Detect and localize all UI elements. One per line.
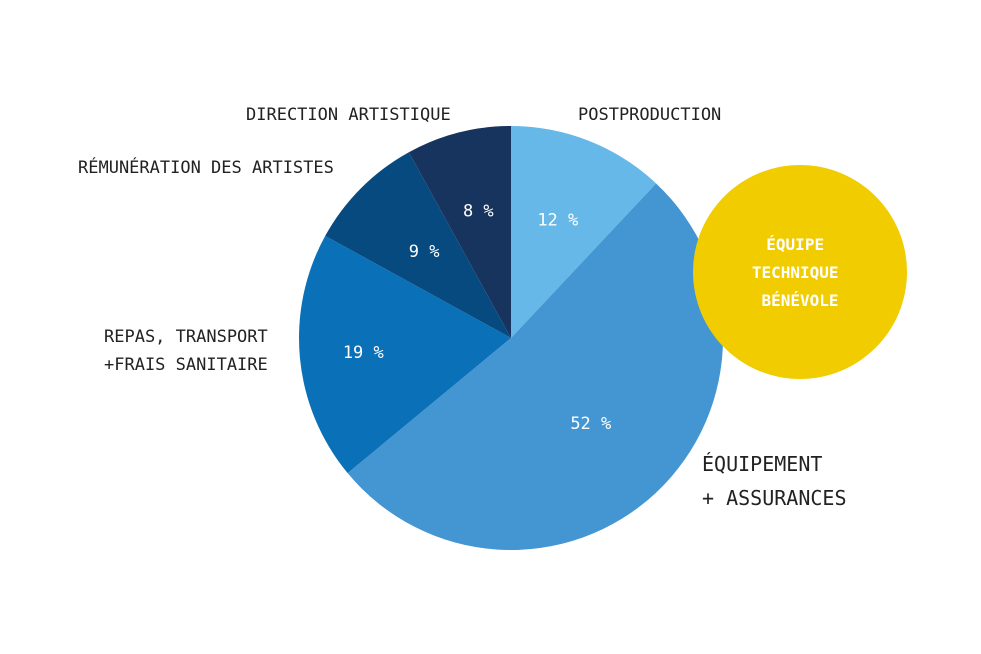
bubble-line-1: ÉQUIPE	[766, 235, 824, 254]
bubble-line-3: BÉNÉVOLE	[761, 291, 838, 310]
pie-slice-direction-artistique	[408, 125, 511, 338]
pie-slice-remuneration-artistes	[325, 152, 511, 338]
pct-label-postproduction: 12 %	[537, 211, 578, 231]
pct-label-repas-transport: 19 %	[343, 343, 384, 363]
volunteer-bubble-label: ÉQUIPE TECHNIQUE BÉNÉVOLE	[752, 235, 848, 310]
percentage-labels: 12 % 52 % 19 % 9 % 8 %	[343, 202, 611, 434]
pct-label-remuneration-artistes: 9 %	[409, 242, 440, 262]
pie-slices	[298, 125, 724, 551]
pie-slice-postproduction	[511, 126, 657, 338]
pie-slice-equipement	[347, 183, 724, 551]
volunteer-bubble: ÉQUIPE TECHNIQUE BÉNÉVOLE	[693, 165, 907, 379]
label-equipement-line-2: + ASSURANCES	[702, 486, 847, 510]
bubble-line-2: TECHNIQUE	[752, 263, 839, 282]
category-labels: POSTPRODUCTION DIRECTION ARTISTIQUE RÉMU…	[78, 105, 847, 510]
label-equipement-line-1: ÉQUIPEMENT	[702, 452, 822, 476]
pct-label-direction-artistique: 8 %	[463, 202, 494, 222]
pie-slice-repas-transport	[298, 235, 511, 474]
label-repas-line-1: REPAS, TRANSPORT	[104, 327, 268, 347]
label-direction-artistique: DIRECTION ARTISTIQUE	[246, 105, 451, 125]
label-repas-line-2: +FRAIS SANITAIRE	[104, 355, 268, 375]
volunteer-bubble-circle	[693, 165, 907, 379]
pct-label-equipement: 52 %	[570, 414, 611, 434]
label-postproduction: POSTPRODUCTION	[578, 105, 721, 125]
label-remuneration-artistes: RÉMUNÉRATION DES ARTISTES	[78, 156, 334, 178]
